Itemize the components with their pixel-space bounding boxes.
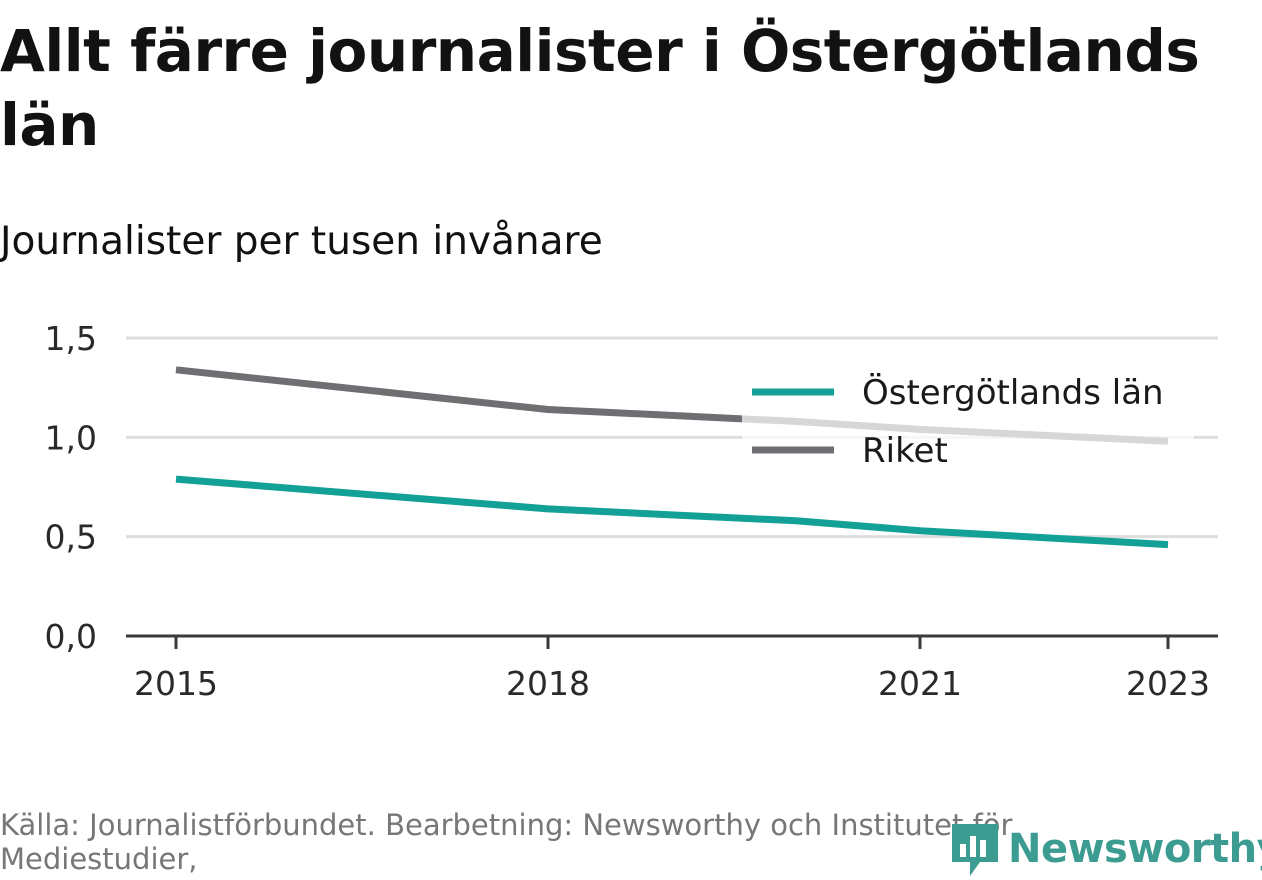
- y-tick-label: 1,0: [45, 418, 97, 457]
- legend-background: [742, 362, 1194, 480]
- chart-subtitle: Journalister per tusen invånare: [0, 219, 603, 264]
- x-tick-label: 2018: [506, 664, 590, 703]
- series-line-0: [175, 475, 1169, 549]
- y-tick-label: 0,0: [45, 617, 97, 656]
- axes: 0,0 0,5 1,0 1,5 2015 2018 2021 2023: [45, 319, 1218, 703]
- legend: Östergötlands län Riket: [742, 362, 1194, 480]
- newsworthy-logo: Newsworthy: [950, 818, 1262, 880]
- y-tick-label: 1,5: [45, 319, 97, 358]
- logo-text: Newsworthy: [1008, 826, 1262, 872]
- x-tick-label: 2015: [134, 664, 218, 703]
- legend-label: Riket: [862, 431, 948, 471]
- x-tick-label: 2021: [878, 664, 962, 703]
- newsworthy-bar-chart-icon: [952, 824, 998, 876]
- source-note: Källa: Journalistförbundet. Bearbetning:…: [0, 808, 1013, 876]
- legend-label: Östergötlands län: [862, 372, 1164, 413]
- x-tick-label: 2023: [1126, 664, 1210, 703]
- y-tick-label: 0,5: [45, 518, 97, 557]
- chart-title: Allt färre journalister i Östergötlands …: [0, 17, 1200, 159]
